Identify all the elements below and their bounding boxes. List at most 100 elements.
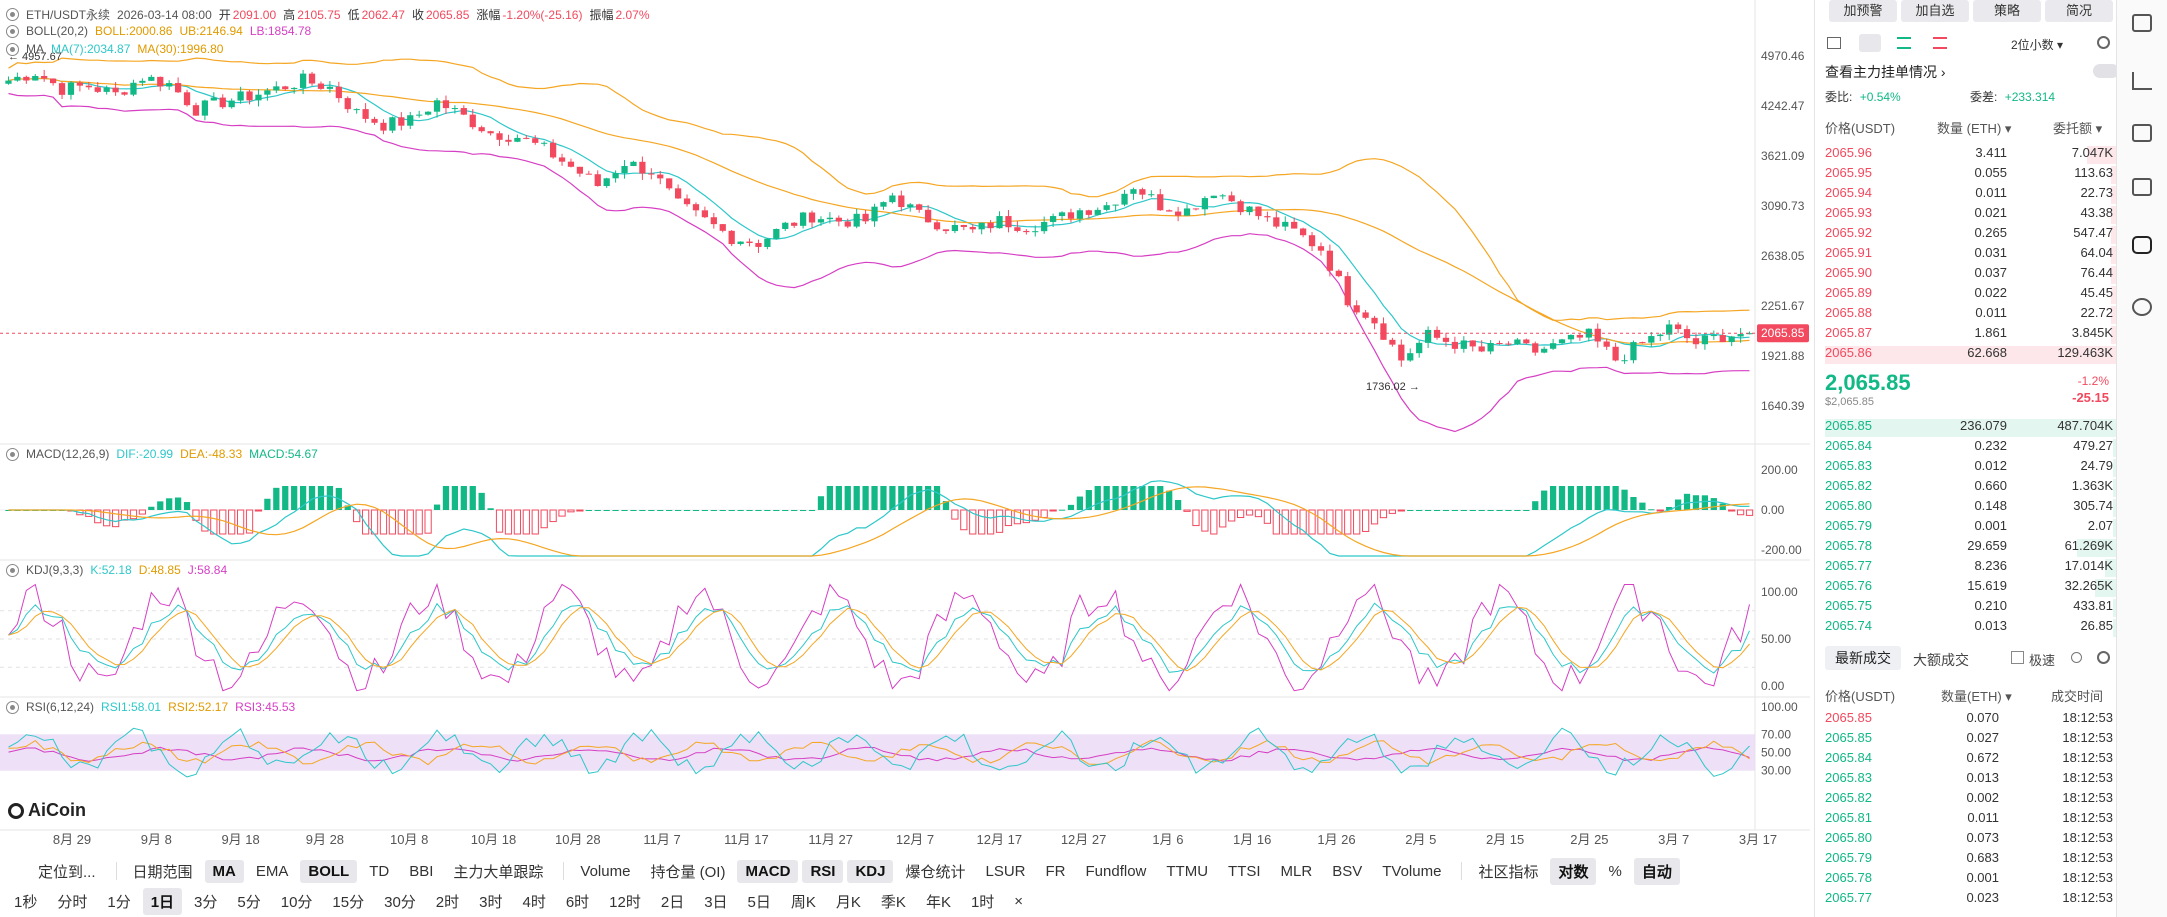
currency-icon[interactable] xyxy=(2132,14,2152,32)
main-orders-toggle[interactable] xyxy=(2093,64,2119,78)
interval-20[interactable]: 年K xyxy=(925,894,951,911)
bid-row[interactable]: 2065.79 0.001 2.07 xyxy=(1825,518,2117,538)
kdj-name[interactable]: KDJ(9,3,3) xyxy=(26,563,84,577)
monitor-icon[interactable] xyxy=(2132,124,2152,142)
toolbar-item-0[interactable]: 定位到... xyxy=(38,863,96,881)
interval-22[interactable]: × xyxy=(1014,893,1024,910)
interval-3[interactable]: 1日 xyxy=(142,888,183,915)
bid-row[interactable]: 2065.74 0.013 26.85 xyxy=(1825,618,2117,638)
bid-row[interactable]: 2065.80 0.148 305.74 xyxy=(1825,498,2117,518)
trade-qty-header[interactable]: 数量(ETH) ▾ xyxy=(1941,689,2012,704)
view-bids-icon[interactable] xyxy=(1897,37,1911,49)
interval-19[interactable]: 季K xyxy=(880,894,906,911)
toolbar-item-25[interactable]: 自动 xyxy=(1633,857,1680,885)
toolbar-item-10[interactable]: MACD xyxy=(737,859,799,883)
bid-row[interactable]: 2065.82 0.660 1.363K xyxy=(1825,478,2117,498)
toolbar-item-19[interactable]: MLR xyxy=(1280,862,1313,880)
view-asks-icon[interactable] xyxy=(1933,37,1947,49)
toolbar-item-4[interactable]: BOLL xyxy=(300,859,358,883)
toolbar-item-14[interactable]: LSUR xyxy=(985,862,1026,880)
interval-5[interactable]: 5分 xyxy=(237,894,261,911)
toolbar-item-2[interactable]: MA xyxy=(204,859,244,883)
ask-row[interactable]: 2065.86 62.668 129.463K xyxy=(1825,345,2117,365)
toolbar-item-3[interactable]: EMA xyxy=(255,862,289,880)
ask-row[interactable]: 2065.92 0.265 547.47 xyxy=(1825,225,2117,245)
interval-18[interactable]: 月K xyxy=(835,894,861,911)
tab-large-trades[interactable]: 大额成交 xyxy=(1913,652,1969,668)
main-orders-link[interactable]: 查看主力挂单情况 › xyxy=(1825,64,1946,80)
toolbar-item-11[interactable]: RSI xyxy=(802,859,844,883)
toolbar-item-15[interactable]: FR xyxy=(1045,862,1066,880)
ask-row[interactable]: 2065.88 0.011 22.72 xyxy=(1825,305,2117,325)
bid-row[interactable]: 2065.75 0.210 433.81 xyxy=(1825,598,2117,618)
toolbar-item-1[interactable]: 日期范围 xyxy=(132,863,193,881)
toolbar-item-5[interactable]: TD xyxy=(369,862,390,880)
view-split-icon[interactable] xyxy=(1859,34,1881,52)
interval-21[interactable]: 1时 xyxy=(970,894,995,911)
interval-14[interactable]: 2日 xyxy=(660,894,685,911)
interval-1[interactable]: 分时 xyxy=(57,894,88,911)
add-watchlist-button[interactable]: 加自选 xyxy=(1901,0,1969,22)
interval-6[interactable]: 10分 xyxy=(280,894,313,911)
chart-canvas[interactable]: 4970.46 4242.47 3621.09 3090.73 2638.05 2251.… xyxy=(0,0,1812,852)
toolbar-item-16[interactable]: Fundflow xyxy=(1085,862,1147,880)
settings-gear-icon[interactable] xyxy=(2097,651,2110,664)
interval-7[interactable]: 15分 xyxy=(332,894,365,911)
eye-icon[interactable] xyxy=(6,447,19,461)
ask-row[interactable]: 2065.87 1.861 3.845K xyxy=(1825,325,2117,345)
bid-row[interactable]: 2065.84 0.232 479.27 xyxy=(1825,438,2117,458)
interval-4[interactable]: 3分 xyxy=(194,894,218,911)
toolbar-item-23[interactable]: 对数 xyxy=(1550,857,1597,885)
filter-icon[interactable] xyxy=(2071,652,2082,663)
ask-row[interactable]: 2065.93 0.021 43.38 xyxy=(1825,205,2117,225)
eye-icon[interactable] xyxy=(6,24,19,38)
interval-10[interactable]: 3时 xyxy=(479,894,503,911)
bid-row[interactable]: 2065.76 15.619 32.265K xyxy=(1825,578,2117,598)
earn-icon[interactable] xyxy=(2132,298,2152,316)
tab-latest-trades[interactable]: 最新成交 xyxy=(1825,646,1901,670)
macd-name[interactable]: MACD(12,26,9) xyxy=(26,447,110,461)
interval-17[interactable]: 周K xyxy=(790,894,816,911)
ma-name[interactable]: MA xyxy=(26,42,44,56)
interval-12[interactable]: 6时 xyxy=(565,894,590,911)
boll-name[interactable]: BOLL(20,2) xyxy=(26,24,89,38)
eye-icon[interactable] xyxy=(6,700,19,714)
interval-9[interactable]: 2时 xyxy=(435,894,460,911)
toolbar-item-12[interactable]: KDJ xyxy=(847,859,894,883)
ask-row[interactable]: 2065.95 0.055 113.63 xyxy=(1825,165,2117,185)
toolbar-item-9[interactable]: 持仓量 (OI) xyxy=(650,863,726,881)
toolbar-item-6[interactable]: BBI xyxy=(409,862,434,880)
interval-13[interactable]: 12时 xyxy=(609,894,641,911)
toolbar-item-22[interactable]: 社区指标 xyxy=(1478,863,1539,881)
eye-icon[interactable] xyxy=(6,42,19,56)
toolbar-item-17[interactable]: TTMU xyxy=(1166,862,1209,880)
ask-row[interactable]: 2065.96 3.411 7.047K xyxy=(1825,145,2117,165)
interval-2[interactable]: 1分 xyxy=(107,894,131,911)
fast-checkbox[interactable] xyxy=(2011,651,2024,664)
precision-select[interactable]: 2位小数 ▾ xyxy=(2011,38,2064,52)
bid-row[interactable]: 2065.78 29.659 61.269K xyxy=(1825,538,2117,558)
ask-row[interactable]: 2065.90 0.037 76.44 xyxy=(1825,265,2117,285)
toolbar-item-8[interactable]: Volume xyxy=(580,862,631,880)
interval-16[interactable]: 5日 xyxy=(747,894,771,911)
chart-area[interactable]: 4970.46 4242.47 3621.09 3090.73 2638.05 2251.… xyxy=(0,0,1810,852)
eye-icon[interactable] xyxy=(6,563,19,577)
robot-icon[interactable] xyxy=(2132,236,2152,254)
wallet-icon[interactable] xyxy=(2132,178,2152,196)
col-total-header[interactable]: 委托额 ▾ xyxy=(2053,121,2103,136)
view-both-icon[interactable] xyxy=(1827,37,1841,49)
toolbar-item-21[interactable]: TVolume xyxy=(1382,862,1442,880)
toolbar-item-13[interactable]: 爆仓统计 xyxy=(905,863,966,881)
bid-row[interactable]: 2065.77 8.236 17.014K xyxy=(1825,558,2117,578)
interval-0[interactable]: 1秒 xyxy=(14,894,38,911)
ask-row[interactable]: 2065.94 0.011 22.73 xyxy=(1825,185,2117,205)
bid-row[interactable]: 2065.83 0.012 24.79 xyxy=(1825,458,2117,478)
rsi-name[interactable]: RSI(6,12,24) xyxy=(26,700,95,714)
toolbar-item-20[interactable]: BSV xyxy=(1332,862,1363,880)
interval-8[interactable]: 30分 xyxy=(384,894,416,911)
add-alert-button[interactable]: 加预警 xyxy=(1829,0,1897,22)
bid-row[interactable]: 2065.85 236.079 487.704K xyxy=(1825,418,2117,438)
interval-11[interactable]: 4时 xyxy=(522,894,546,911)
interval-15[interactable]: 3日 xyxy=(704,894,728,911)
col-qty-header[interactable]: 数量 (ETH) ▾ xyxy=(1937,121,2012,136)
